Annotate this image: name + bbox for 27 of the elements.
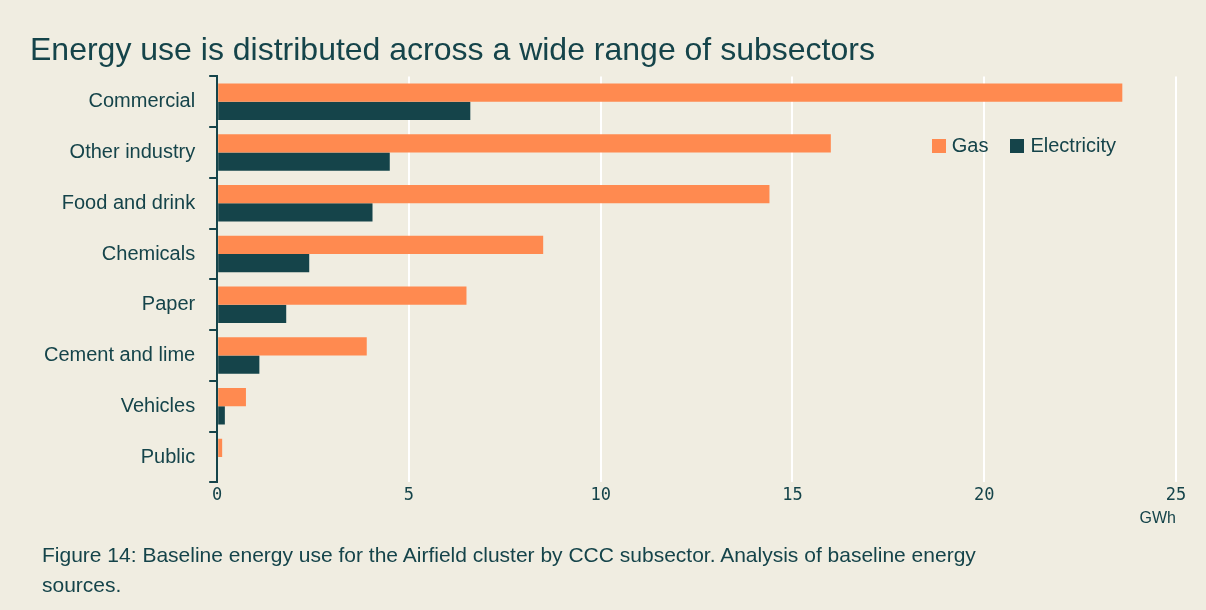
bar	[218, 134, 831, 153]
chart-title: Energy use is distributed across a wide range of subsectors	[30, 31, 875, 68]
bar	[218, 185, 770, 204]
caption: Figure 14: Baseline energy use for the Airfield cluster by CCC subsector. Analysis of baseline energy sources.	[42, 542, 977, 598]
bar	[218, 286, 467, 305]
x-axis-title: GWh	[1139, 508, 1176, 526]
y-tick-label: Paper	[141, 292, 196, 315]
bar	[218, 235, 544, 255]
x-tick-label: 5	[403, 484, 415, 505]
y-tick-label: Other industry	[69, 140, 196, 163]
y-tick-label: Public	[140, 444, 196, 467]
legend-label: Gas	[951, 134, 989, 157]
y-tick-label: Chemicals	[101, 241, 196, 264]
x-tick-label: 20	[973, 484, 995, 505]
bar	[218, 83, 1123, 102]
x-tick-label: 10	[590, 484, 611, 505]
legend-label: Electricity	[1030, 134, 1116, 157]
x-tick-label: 15	[782, 484, 803, 505]
x-tick-label: 0	[212, 484, 223, 505]
bar	[218, 388, 246, 407]
bar	[218, 337, 367, 356]
y-tick-label: Cement and lime	[43, 343, 196, 366]
y-tick-label: Vehicles	[120, 393, 196, 416]
y-tick-label: Commercial	[88, 89, 196, 112]
x-tick-label: 25	[1165, 484, 1187, 505]
y-tick-label: Food and drink	[61, 190, 197, 213]
bar	[218, 438, 223, 458]
